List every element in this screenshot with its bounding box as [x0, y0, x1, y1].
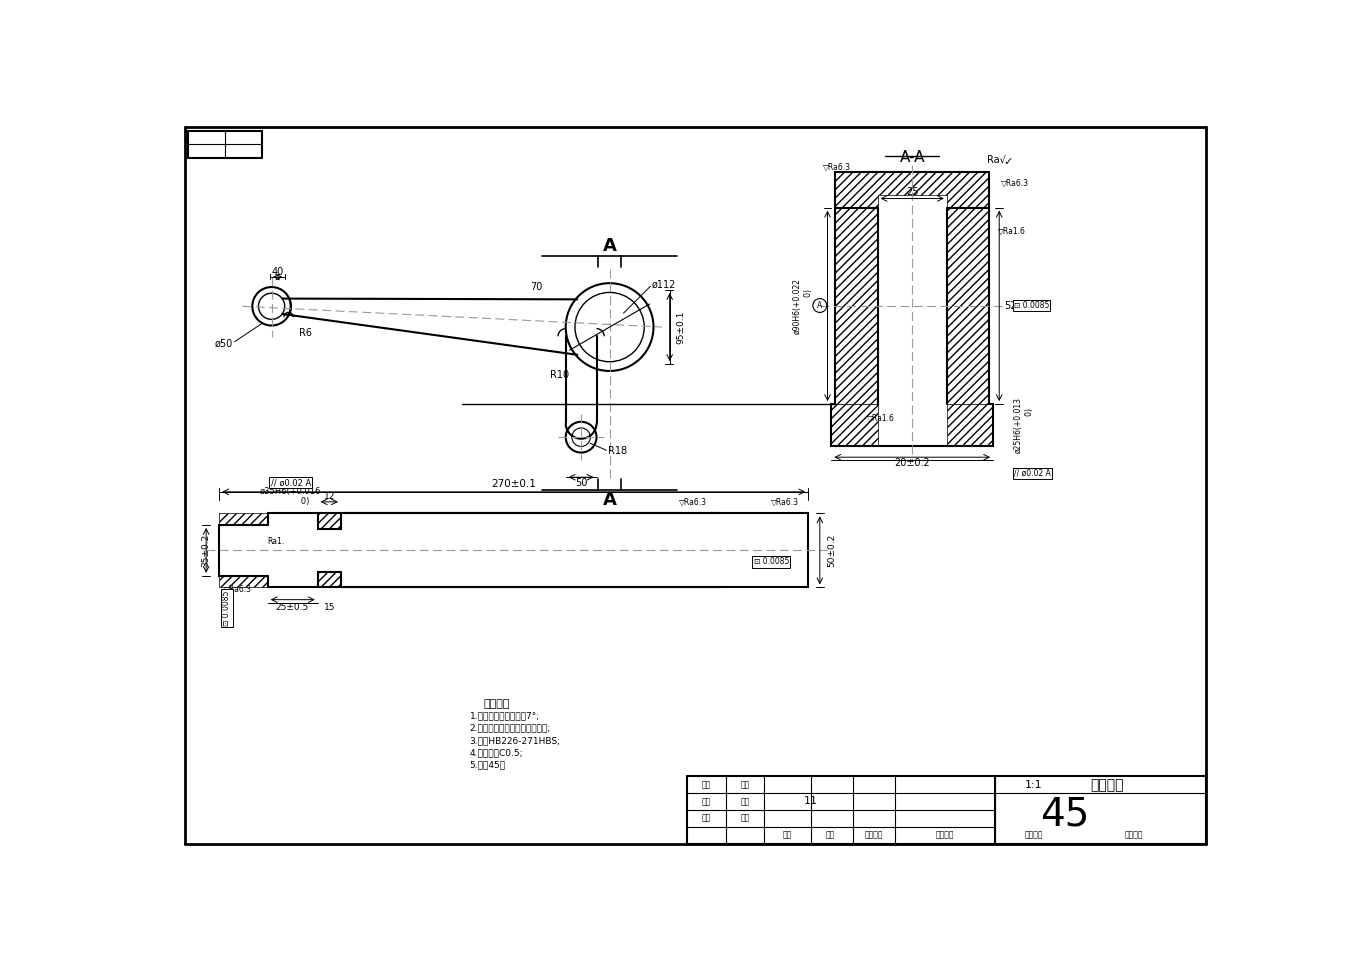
Text: 50±0.2: 50±0.2 [826, 533, 836, 567]
Text: 共张第张: 共张第张 [1125, 830, 1143, 840]
Text: 12: 12 [323, 492, 335, 501]
Text: 材料: 材料 [825, 830, 835, 840]
Text: // ø0.02 A: // ø0.02 A [1014, 469, 1050, 478]
Text: Ra1.: Ra1. [267, 536, 284, 546]
Text: 95±0.1: 95±0.1 [676, 310, 685, 344]
Text: 70: 70 [531, 282, 543, 292]
Text: 15: 15 [323, 603, 335, 612]
Polygon shape [318, 513, 341, 529]
Polygon shape [835, 171, 989, 208]
Text: 1:1: 1:1 [1025, 780, 1042, 790]
Text: ✓: ✓ [1004, 157, 1014, 166]
Text: 270±0.1: 270±0.1 [491, 480, 536, 489]
Text: 50: 50 [575, 479, 588, 488]
Text: 日期: 日期 [741, 780, 750, 789]
Text: ø50: ø50 [214, 338, 233, 348]
Text: 批准: 批准 [702, 814, 711, 823]
Text: ⊡ 0.0085: ⊡ 0.0085 [1014, 301, 1049, 310]
Text: ø35H6(+0.016
           0): ø35H6(+0.016 0) [261, 487, 322, 506]
Text: 1.铸造拔模斜度不大于7°;: 1.铸造拔模斜度不大于7°; [470, 711, 540, 721]
Polygon shape [947, 404, 993, 447]
Text: 35±0.2: 35±0.2 [202, 533, 210, 567]
Text: A-A: A-A [900, 150, 925, 165]
Text: 三孔连杆: 三孔连杆 [1090, 778, 1124, 792]
Text: ⊡ 0.0085: ⊡ 0.0085 [753, 557, 788, 566]
Text: ▽Ra6.3: ▽Ra6.3 [678, 498, 707, 507]
Text: 45: 45 [1039, 796, 1090, 833]
Text: R6: R6 [299, 329, 312, 338]
Text: ø112: ø112 [651, 280, 676, 289]
Text: 40: 40 [271, 267, 284, 278]
Polygon shape [832, 404, 878, 447]
Text: A: A [603, 237, 616, 256]
Text: 25±0.5: 25±0.5 [275, 603, 309, 612]
Text: 图样名称: 图样名称 [1025, 830, 1044, 840]
Polygon shape [220, 513, 267, 525]
Text: A: A [817, 301, 822, 310]
Text: 11: 11 [803, 797, 817, 806]
Text: 设计: 设计 [702, 780, 711, 789]
Polygon shape [947, 208, 989, 404]
Text: 5.材料45钢: 5.材料45钢 [470, 761, 506, 770]
Text: ⊡ 0.0085: ⊡ 0.0085 [223, 590, 232, 626]
Text: ▽Ra6.3: ▽Ra6.3 [771, 498, 799, 507]
Text: 25: 25 [906, 187, 919, 197]
Text: 单位名称: 单位名称 [864, 830, 883, 840]
Text: ▽Ra1.6: ▽Ra1.6 [999, 227, 1026, 235]
Text: R10: R10 [550, 370, 569, 380]
Text: ▽Ra6.3: ▽Ra6.3 [1000, 179, 1029, 187]
Text: 日期: 日期 [741, 814, 750, 823]
Text: ø90H6(+0.022
           0): ø90H6(+0.022 0) [794, 278, 813, 333]
Text: 技术要求: 技术要求 [483, 700, 510, 709]
Text: R18: R18 [608, 446, 627, 456]
Text: 4.去除锐角C0.5;: 4.去除锐角C0.5; [470, 749, 522, 757]
Polygon shape [220, 576, 267, 587]
Text: 3.硬度HB226-271HBS;: 3.硬度HB226-271HBS; [470, 736, 560, 745]
Text: 图样代号: 图样代号 [936, 830, 954, 840]
Text: 20±0.2: 20±0.2 [894, 458, 930, 468]
Text: ▽Ra6.3: ▽Ra6.3 [822, 162, 851, 171]
Text: ▽Ra6.3: ▽Ra6.3 [224, 585, 252, 594]
Text: 52: 52 [1004, 301, 1016, 310]
Text: A: A [603, 491, 616, 509]
Text: 数量: 数量 [783, 830, 792, 840]
Text: ø25H6(+0.013
           0): ø25H6(+0.013 0) [1014, 397, 1034, 453]
Polygon shape [318, 572, 341, 587]
Text: 日期: 日期 [741, 797, 750, 806]
Text: Ra√: Ra√ [988, 154, 1007, 164]
Polygon shape [835, 208, 878, 404]
Text: // ø0.02 A: // ø0.02 A [270, 479, 311, 487]
Text: 2.未标注圆角半径，按铸造标准;: 2.未标注圆角半径，按铸造标准; [470, 724, 551, 732]
Text: 审核: 审核 [702, 797, 711, 806]
Text: ▽Ra1.6: ▽Ra1.6 [867, 413, 896, 423]
